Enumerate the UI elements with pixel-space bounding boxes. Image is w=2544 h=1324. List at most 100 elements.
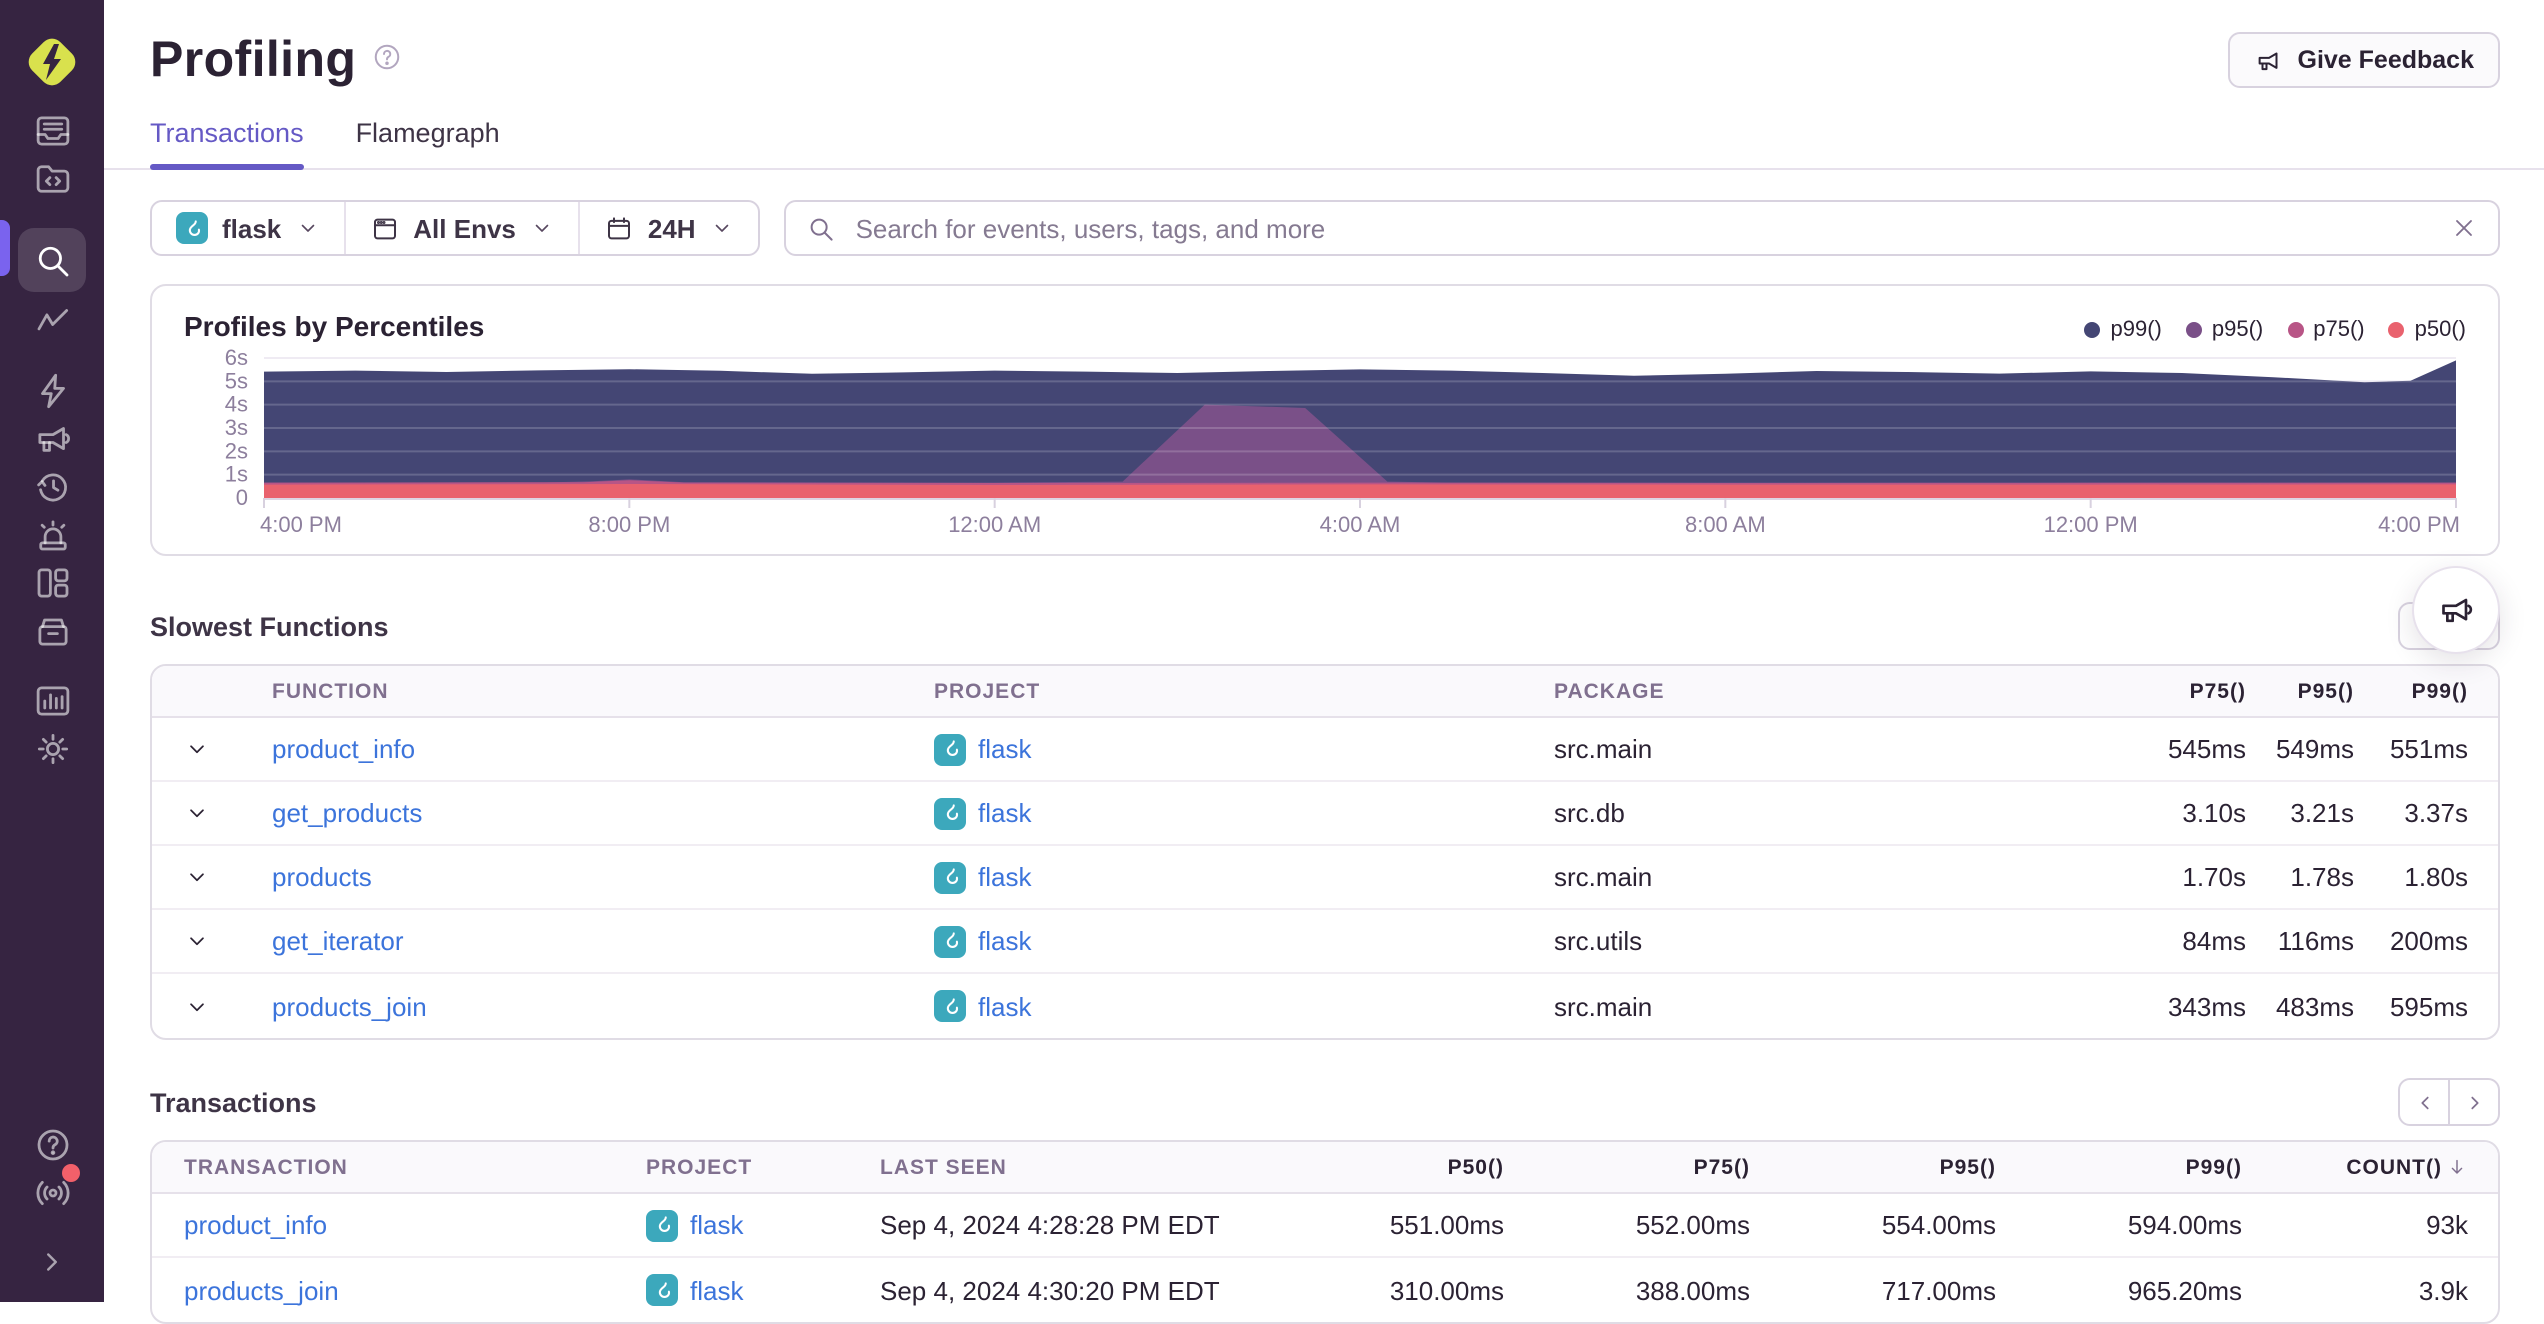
p95-cell: 717.00ms	[1881, 1275, 1996, 1305]
table-row: product_info flask Sep 4, 2024 4:28:28 P…	[152, 1194, 2498, 1258]
sidebar-item-explore[interactable]	[18, 228, 86, 292]
svg-text:4s: 4s	[225, 392, 248, 417]
legend-label: p99()	[2110, 318, 2162, 342]
flask-project-icon	[934, 861, 966, 893]
environment-filter[interactable]: All Envs	[343, 202, 578, 254]
tab-transactions[interactable]: Transactions	[150, 110, 304, 170]
column-header-function: FUNCTION	[272, 679, 389, 703]
p75-cell: 388.00ms	[1635, 1275, 1750, 1305]
project-link[interactable]: flask	[690, 1210, 744, 1240]
legend-label: p75()	[2313, 318, 2365, 342]
sidebar-item-stats[interactable]	[18, 676, 86, 724]
project-link[interactable]: flask	[978, 734, 1032, 764]
expand-row-button[interactable]	[152, 993, 240, 1019]
legend-item-p50[interactable]: p50()	[2388, 318, 2466, 342]
column-header-count-sort[interactable]: COUNT()	[2242, 1155, 2468, 1179]
p99-cell: 3.37s	[2404, 798, 2468, 828]
next-page-button[interactable]	[2448, 1078, 2500, 1126]
p50-cell: 310.00ms	[1389, 1275, 1504, 1305]
environments-icon	[373, 217, 396, 239]
package-cell: src.utils	[1554, 926, 1643, 956]
project-link[interactable]: flask	[978, 991, 1032, 1021]
sidebar-item-traces[interactable]	[18, 296, 86, 344]
package-cell: src.main	[1554, 862, 1653, 892]
chevron-left-icon	[2420, 1095, 2428, 1109]
project-link[interactable]: flask	[978, 862, 1032, 892]
siren-icon	[38, 519, 66, 550]
project-link[interactable]: flask	[978, 798, 1032, 828]
dashboards-icon	[36, 567, 68, 597]
expand-row-button[interactable]	[152, 800, 240, 826]
function-link[interactable]: get_iterator	[272, 926, 404, 956]
table-row: products_join flask src.main 343ms 483ms…	[152, 974, 2498, 1038]
chevron-down-icon	[535, 224, 549, 232]
sidebar-item-replays[interactable]	[18, 462, 86, 510]
legend-dot	[2388, 322, 2405, 338]
sidebar-nav	[18, 106, 86, 772]
sidebar-item-settings[interactable]	[18, 724, 86, 772]
project-link[interactable]: flask	[690, 1275, 744, 1305]
function-link[interactable]: get_products	[272, 798, 423, 828]
sidebar-item-performance[interactable]	[18, 366, 86, 414]
sidebar-bottom	[0, 1120, 104, 1286]
sidebar-item-whats-new[interactable]	[18, 1164, 86, 1216]
column-header-count: COUNT()	[2346, 1155, 2442, 1179]
sidebar-item-user-feedback[interactable]	[18, 414, 86, 462]
count-cell: 93k	[2426, 1210, 2468, 1240]
sentry-logo[interactable]	[16, 24, 88, 100]
search-icon	[37, 245, 68, 276]
column-header-package: PACKAGE	[1554, 679, 1665, 703]
chevron-down-icon	[300, 224, 314, 232]
expand-row-button[interactable]	[152, 864, 240, 890]
table-row: product_info flask src.main 545ms 549ms …	[152, 718, 2498, 782]
date-range-filter[interactable]: 24H	[577, 202, 758, 254]
legend-item-p95[interactable]: p95()	[2185, 318, 2263, 342]
table-row: get_iterator flask src.utils 84ms 116ms …	[152, 910, 2498, 974]
project-link[interactable]: flask	[978, 926, 1032, 956]
x-icon	[2456, 220, 2472, 236]
percentiles-chart[interactable]: 4:00 PM 8:00 PM 12:00 AM 4:00 AM 8:00 AM 12:0…	[184, 346, 2468, 542]
column-header-project: PROJECT	[646, 1155, 753, 1179]
sidebar-item-projects[interactable]	[18, 154, 86, 202]
chevron-right-icon	[2470, 1095, 2478, 1109]
sidebar-item-help[interactable]	[18, 1120, 86, 1168]
sidebar-item-dashboards[interactable]	[18, 558, 86, 606]
svg-text:8:00 PM: 8:00 PM	[588, 512, 670, 537]
tab-flamegraph[interactable]: Flamegraph	[356, 110, 500, 168]
sentry-logo-icon	[28, 38, 76, 86]
search-input[interactable]	[851, 211, 2434, 245]
function-link[interactable]: product_info	[272, 734, 416, 764]
sidebar-item-releases[interactable]	[18, 606, 86, 654]
sort-desc-arrow-icon	[2451, 1159, 2463, 1174]
give-feedback-button[interactable]: Give Feedback	[2227, 32, 2500, 88]
transaction-link[interactable]: product_info	[184, 1210, 328, 1240]
project-filter[interactable]: flask	[152, 202, 343, 254]
broadcast-icon	[35, 1179, 69, 1205]
search-clear-button[interactable]	[2450, 214, 2478, 242]
p99-cell: 200ms	[2389, 926, 2468, 956]
transaction-link[interactable]: products_join	[184, 1275, 339, 1305]
megaphone-icon	[2258, 51, 2277, 70]
function-link[interactable]: products_join	[272, 991, 427, 1021]
sidebar-expand-button[interactable]	[18, 1238, 86, 1286]
sidebar-item-issues[interactable]	[18, 106, 86, 154]
date-range-filter-label: 24H	[647, 213, 696, 243]
svg-text:3s: 3s	[225, 415, 248, 440]
prev-page-button[interactable]	[2398, 1078, 2450, 1126]
percentiles-card: Profiles by Percentiles p99() p95() p75(…	[150, 284, 2500, 556]
sidebar-item-alerts[interactable]	[18, 510, 86, 558]
legend-item-p75[interactable]: p75()	[2287, 318, 2365, 342]
legend-item-p99[interactable]: p99()	[2084, 318, 2162, 342]
legend-dot	[2084, 322, 2101, 338]
clock-rewind-icon	[36, 472, 66, 501]
lightning-icon	[40, 372, 64, 408]
expand-row-button[interactable]	[152, 928, 240, 954]
chevron-down-icon	[189, 745, 203, 754]
expand-row-button[interactable]	[152, 736, 240, 762]
page-help-icon[interactable]	[372, 41, 402, 81]
svg-text:12:00 AM: 12:00 AM	[948, 512, 1041, 537]
filter-bar: flask All Envs 24H	[150, 200, 2500, 256]
tab-bar: Transactions Flamegraph	[104, 110, 2544, 170]
function-link[interactable]: products	[272, 862, 372, 892]
floating-feedback-button[interactable]	[2412, 566, 2500, 654]
